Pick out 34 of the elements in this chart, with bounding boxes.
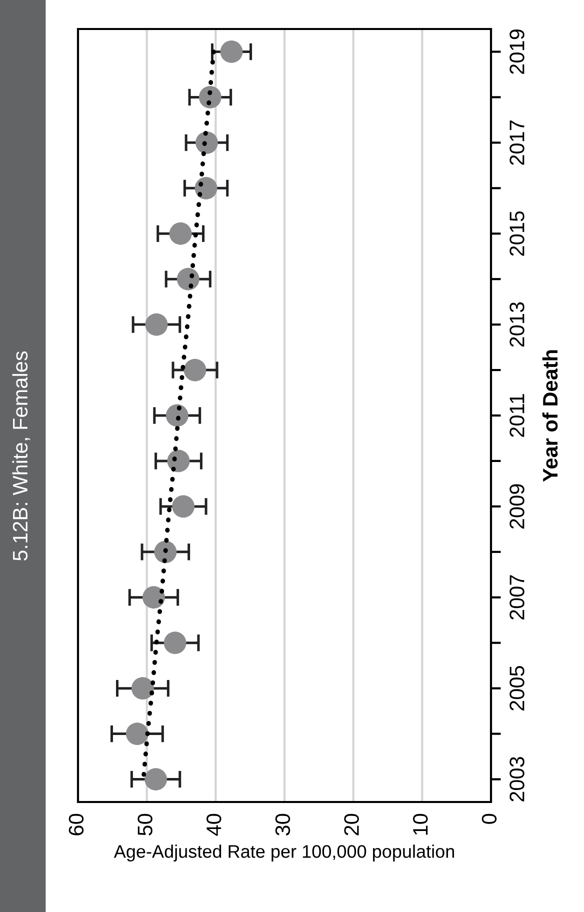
x-tick-label: 60 bbox=[68, 814, 84, 836]
x-tick-label: 30 bbox=[275, 814, 290, 836]
x-tick-label: 10 bbox=[413, 814, 428, 835]
point bbox=[198, 86, 222, 108]
point bbox=[142, 586, 165, 609]
point bbox=[172, 495, 195, 518]
y-tick-label: 2009 bbox=[510, 484, 524, 529]
point bbox=[144, 768, 167, 790]
point bbox=[220, 40, 243, 63]
point bbox=[167, 450, 190, 472]
y-axis-title: Year of Death bbox=[542, 350, 558, 482]
y-tick-label: 2003 bbox=[510, 757, 524, 802]
y-tick-label: 2005 bbox=[510, 666, 524, 710]
point bbox=[126, 722, 148, 745]
y-tick-label: 2011 bbox=[510, 394, 524, 437]
point bbox=[145, 313, 168, 336]
y-tick-label: 2015 bbox=[510, 211, 524, 256]
point bbox=[176, 268, 200, 290]
point bbox=[132, 677, 154, 700]
x-tick-label: 20 bbox=[344, 814, 359, 836]
point bbox=[194, 176, 218, 200]
y-tick-label: 2017 bbox=[510, 120, 524, 165]
point bbox=[164, 632, 186, 654]
x-tick-label: 40 bbox=[206, 814, 222, 836]
point bbox=[166, 404, 188, 427]
point bbox=[184, 358, 206, 382]
text: 5.12B: White, Females bbox=[12, 351, 30, 561]
x-tick-label: 0 bbox=[482, 814, 497, 824]
y-tick-label: 2019 bbox=[510, 30, 524, 74]
y-tick-label: 2007 bbox=[510, 575, 524, 620]
y-tick-label: 2013 bbox=[510, 302, 524, 347]
x-axis-title: Age-Adjusted Rate per 100,000 population bbox=[114, 844, 454, 862]
point bbox=[169, 222, 192, 245]
x-tick-label: 50 bbox=[138, 814, 152, 836]
